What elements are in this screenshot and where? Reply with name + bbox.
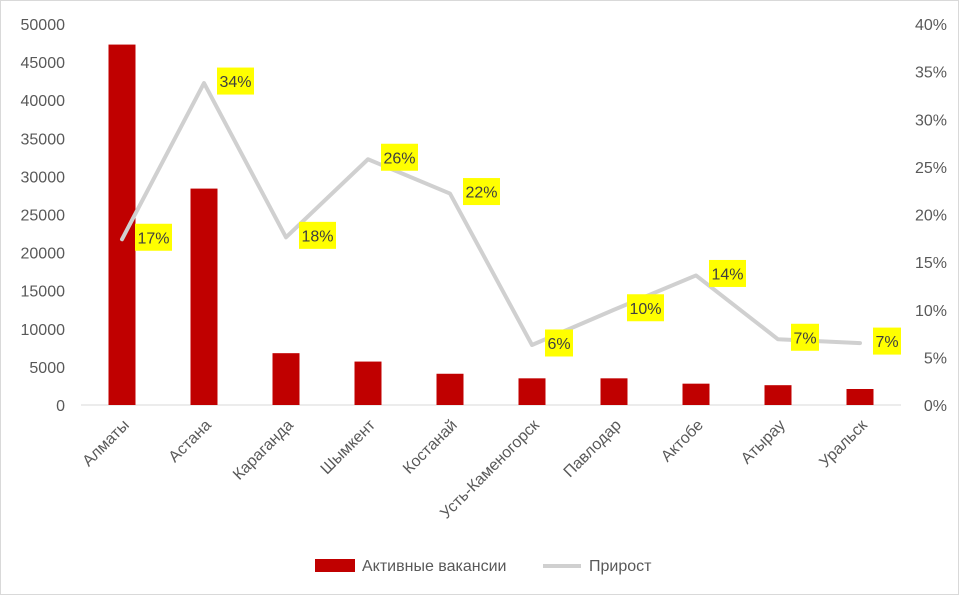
data-label: 14% [709,259,746,287]
bar [354,361,382,405]
left-axis-tick: 20000 [21,246,66,263]
data-label-box [627,294,664,322]
left-axis-tick: 30000 [21,169,66,186]
data-label: 34% [217,67,254,95]
data-label-box [791,323,819,351]
data-label: 22% [463,178,500,206]
data-label: 18% [299,221,336,249]
left-axis-tick: 25000 [21,208,66,225]
data-label-box [381,143,418,171]
data-label-box [217,67,254,95]
category-label: Атырау [738,417,789,468]
legend-bar-label: Активные вакансии [362,558,506,575]
bar [272,353,300,405]
bar [764,385,792,405]
data-label-box [135,223,172,251]
bar [600,378,628,405]
right-axis-tick: 0% [924,398,947,415]
right-axis-tick: 30% [915,112,947,129]
growth-line [120,81,862,347]
bar [190,188,218,405]
right-axis-tick: 15% [915,255,947,272]
category-label: Костанай [400,417,461,478]
data-label-text: 6% [547,336,570,353]
bar [682,383,710,405]
category-axis: Алматы Астана Караганда Шымкент КостанайУсть… [80,416,872,522]
left-axis-tick: 50000 [21,17,66,34]
data-label-text: 7% [875,334,898,351]
left-axis-tick: 40000 [21,93,66,110]
bar [846,388,874,405]
right-axis-tick: 20% [915,208,947,225]
data-label-text: 18% [301,228,333,245]
right-axis-tick: 35% [915,65,947,82]
data-label-box [463,178,500,206]
data-label-text: 17% [137,230,169,247]
left-axis: 0 5000 10000 15000 20000 25000 30000 35000 40000… [21,17,66,415]
category-label: Актобе [658,417,707,466]
data-label-text: 14% [711,266,743,283]
data-label-text: 10% [629,301,661,318]
data-label-text: 22% [465,185,497,202]
data-label-box [299,221,336,249]
line-series [120,81,862,347]
bar-series [108,44,874,405]
right-axis-tick: 40% [915,17,947,34]
category-label: Алматы [80,417,133,470]
left-axis-tick: 35000 [21,131,66,148]
category-label: Уральск [816,416,871,471]
category-label: Астана [166,417,215,466]
left-axis-tick: 45000 [21,55,66,72]
data-label-text: 34% [219,74,251,91]
right-axis-tick: 25% [915,160,947,177]
data-label-text: 7% [793,330,816,347]
data-label-box [709,259,746,287]
data-label-box [545,329,573,357]
bar [436,373,464,405]
data-label: 7% [791,323,819,351]
data-label: 6% [545,329,573,357]
category-label: Караганда [230,417,297,484]
data-labels: 17% 34% 18% 26% 22% 6% 10% 14% 7% 7% [135,67,901,357]
left-axis-tick: 5000 [29,360,65,377]
legend: Активные вакансии Прирост [315,558,652,575]
right-axis-tick: 10% [915,303,947,320]
left-axis-tick: 10000 [21,322,66,339]
data-label: 17% [135,223,172,251]
bar [518,378,546,405]
right-axis-tick: 5% [924,350,947,367]
legend-line-label: Прирост [589,558,652,575]
data-label-text: 26% [383,150,415,167]
left-axis-tick: 15000 [21,284,66,301]
data-label: 26% [381,143,418,171]
legend-bar-swatch [315,559,355,572]
category-label: Шымкент [318,416,380,478]
category-label: Павлодар [561,417,625,481]
data-label-box [873,327,901,355]
data-label: 10% [627,294,664,322]
left-axis-tick: 0 [56,398,65,415]
data-label: 7% [873,327,901,355]
right-axis: 0% 5% 10% 15% 20% 25% 30% 35% 40% [915,17,947,415]
